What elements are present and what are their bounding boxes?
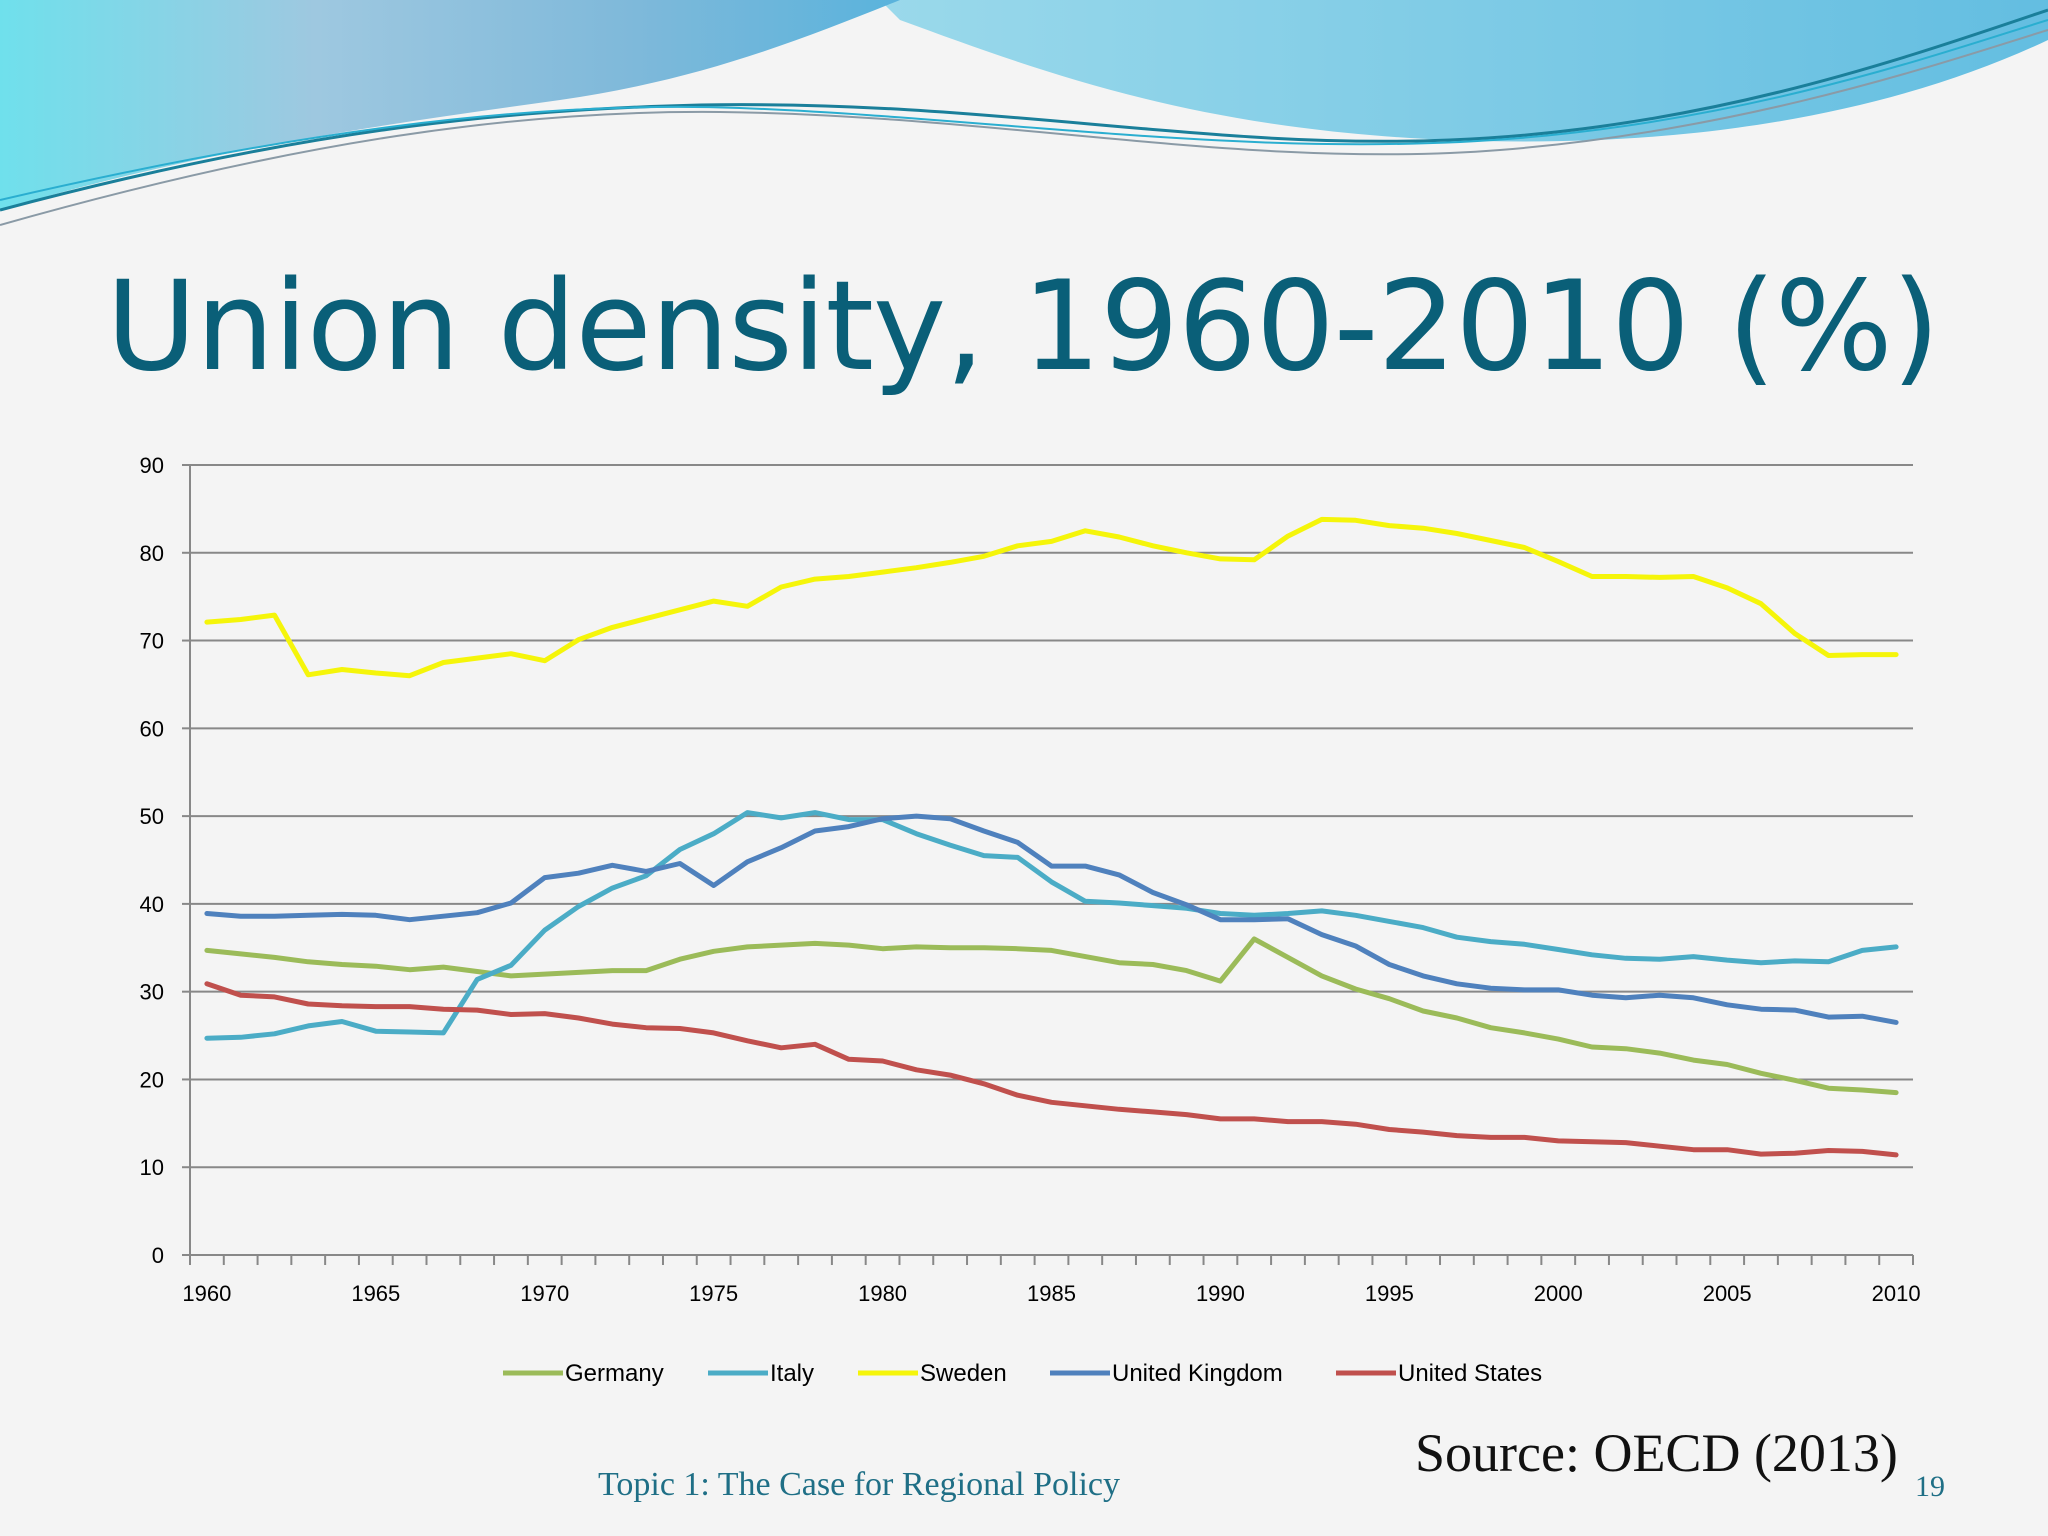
- y-tick-label: 20: [140, 1067, 164, 1092]
- y-tick-label: 40: [140, 892, 164, 917]
- x-tick-label: 2000: [1534, 1281, 1583, 1306]
- legend-label: Italy: [770, 1360, 814, 1387]
- series-line-italy: [204, 810, 1899, 1041]
- x-tick-label: 1990: [1196, 1281, 1245, 1306]
- header-wave-decoration: [0, 0, 2048, 226]
- x-tick-label: 1985: [1027, 1281, 1076, 1306]
- x-tick-label: 1975: [689, 1281, 738, 1306]
- chart-gridlines: [190, 464, 1913, 1169]
- x-tick-label: 1960: [182, 1281, 231, 1306]
- legend-label: United States: [1398, 1360, 1542, 1387]
- y-tick-label: 60: [140, 716, 164, 741]
- x-tick-label: 1965: [351, 1281, 400, 1306]
- y-tick-label: 90: [140, 453, 164, 478]
- slide-title: Union density, 1960-2010 (%): [106, 255, 1940, 399]
- x-tick-label: 2010: [1872, 1281, 1921, 1306]
- x-axis-tick-labels: 1960 1965 1970 1975 1980 1985 1990 1995 2000 2005…: [182, 1281, 1920, 1306]
- y-tick-label: 50: [140, 804, 164, 829]
- series-line-germany: [204, 936, 1899, 1096]
- legend-label: Germany: [565, 1360, 664, 1387]
- x-tick-label: 1970: [520, 1281, 569, 1306]
- chart-series-lines: [204, 516, 1899, 1158]
- y-tick-label: 30: [140, 980, 164, 1005]
- x-tick-label: 1995: [1365, 1281, 1414, 1306]
- legend-label: United Kingdom: [1112, 1360, 1283, 1387]
- series-line-united-kingdom: [204, 813, 1899, 1025]
- y-tick-label: 80: [140, 541, 164, 566]
- x-tick-label: 1980: [858, 1281, 907, 1306]
- y-tick-label: 0: [152, 1243, 164, 1268]
- x-tick-label: 2005: [1703, 1281, 1752, 1306]
- series-line-sweden: [204, 516, 1899, 679]
- series-line-united-states: [204, 981, 1899, 1158]
- slide-footer: Topic 1: The Case for Regional Policy: [598, 1466, 1121, 1503]
- chart-axes: [182, 464, 1914, 1265]
- y-tick-label: 70: [140, 629, 164, 654]
- chart-legend: Germany Italy Sweden United Kingdom United S…: [503, 1360, 1542, 1387]
- y-tick-label: 10: [140, 1155, 164, 1180]
- source-citation: Source: OECD (2013): [1415, 1423, 1898, 1483]
- legend-label: Sweden: [920, 1360, 1007, 1387]
- y-axis-tick-labels: 0 10 20 30 40 50 60 70 80 90: [140, 453, 164, 1268]
- page-number: 19: [1915, 1470, 1945, 1503]
